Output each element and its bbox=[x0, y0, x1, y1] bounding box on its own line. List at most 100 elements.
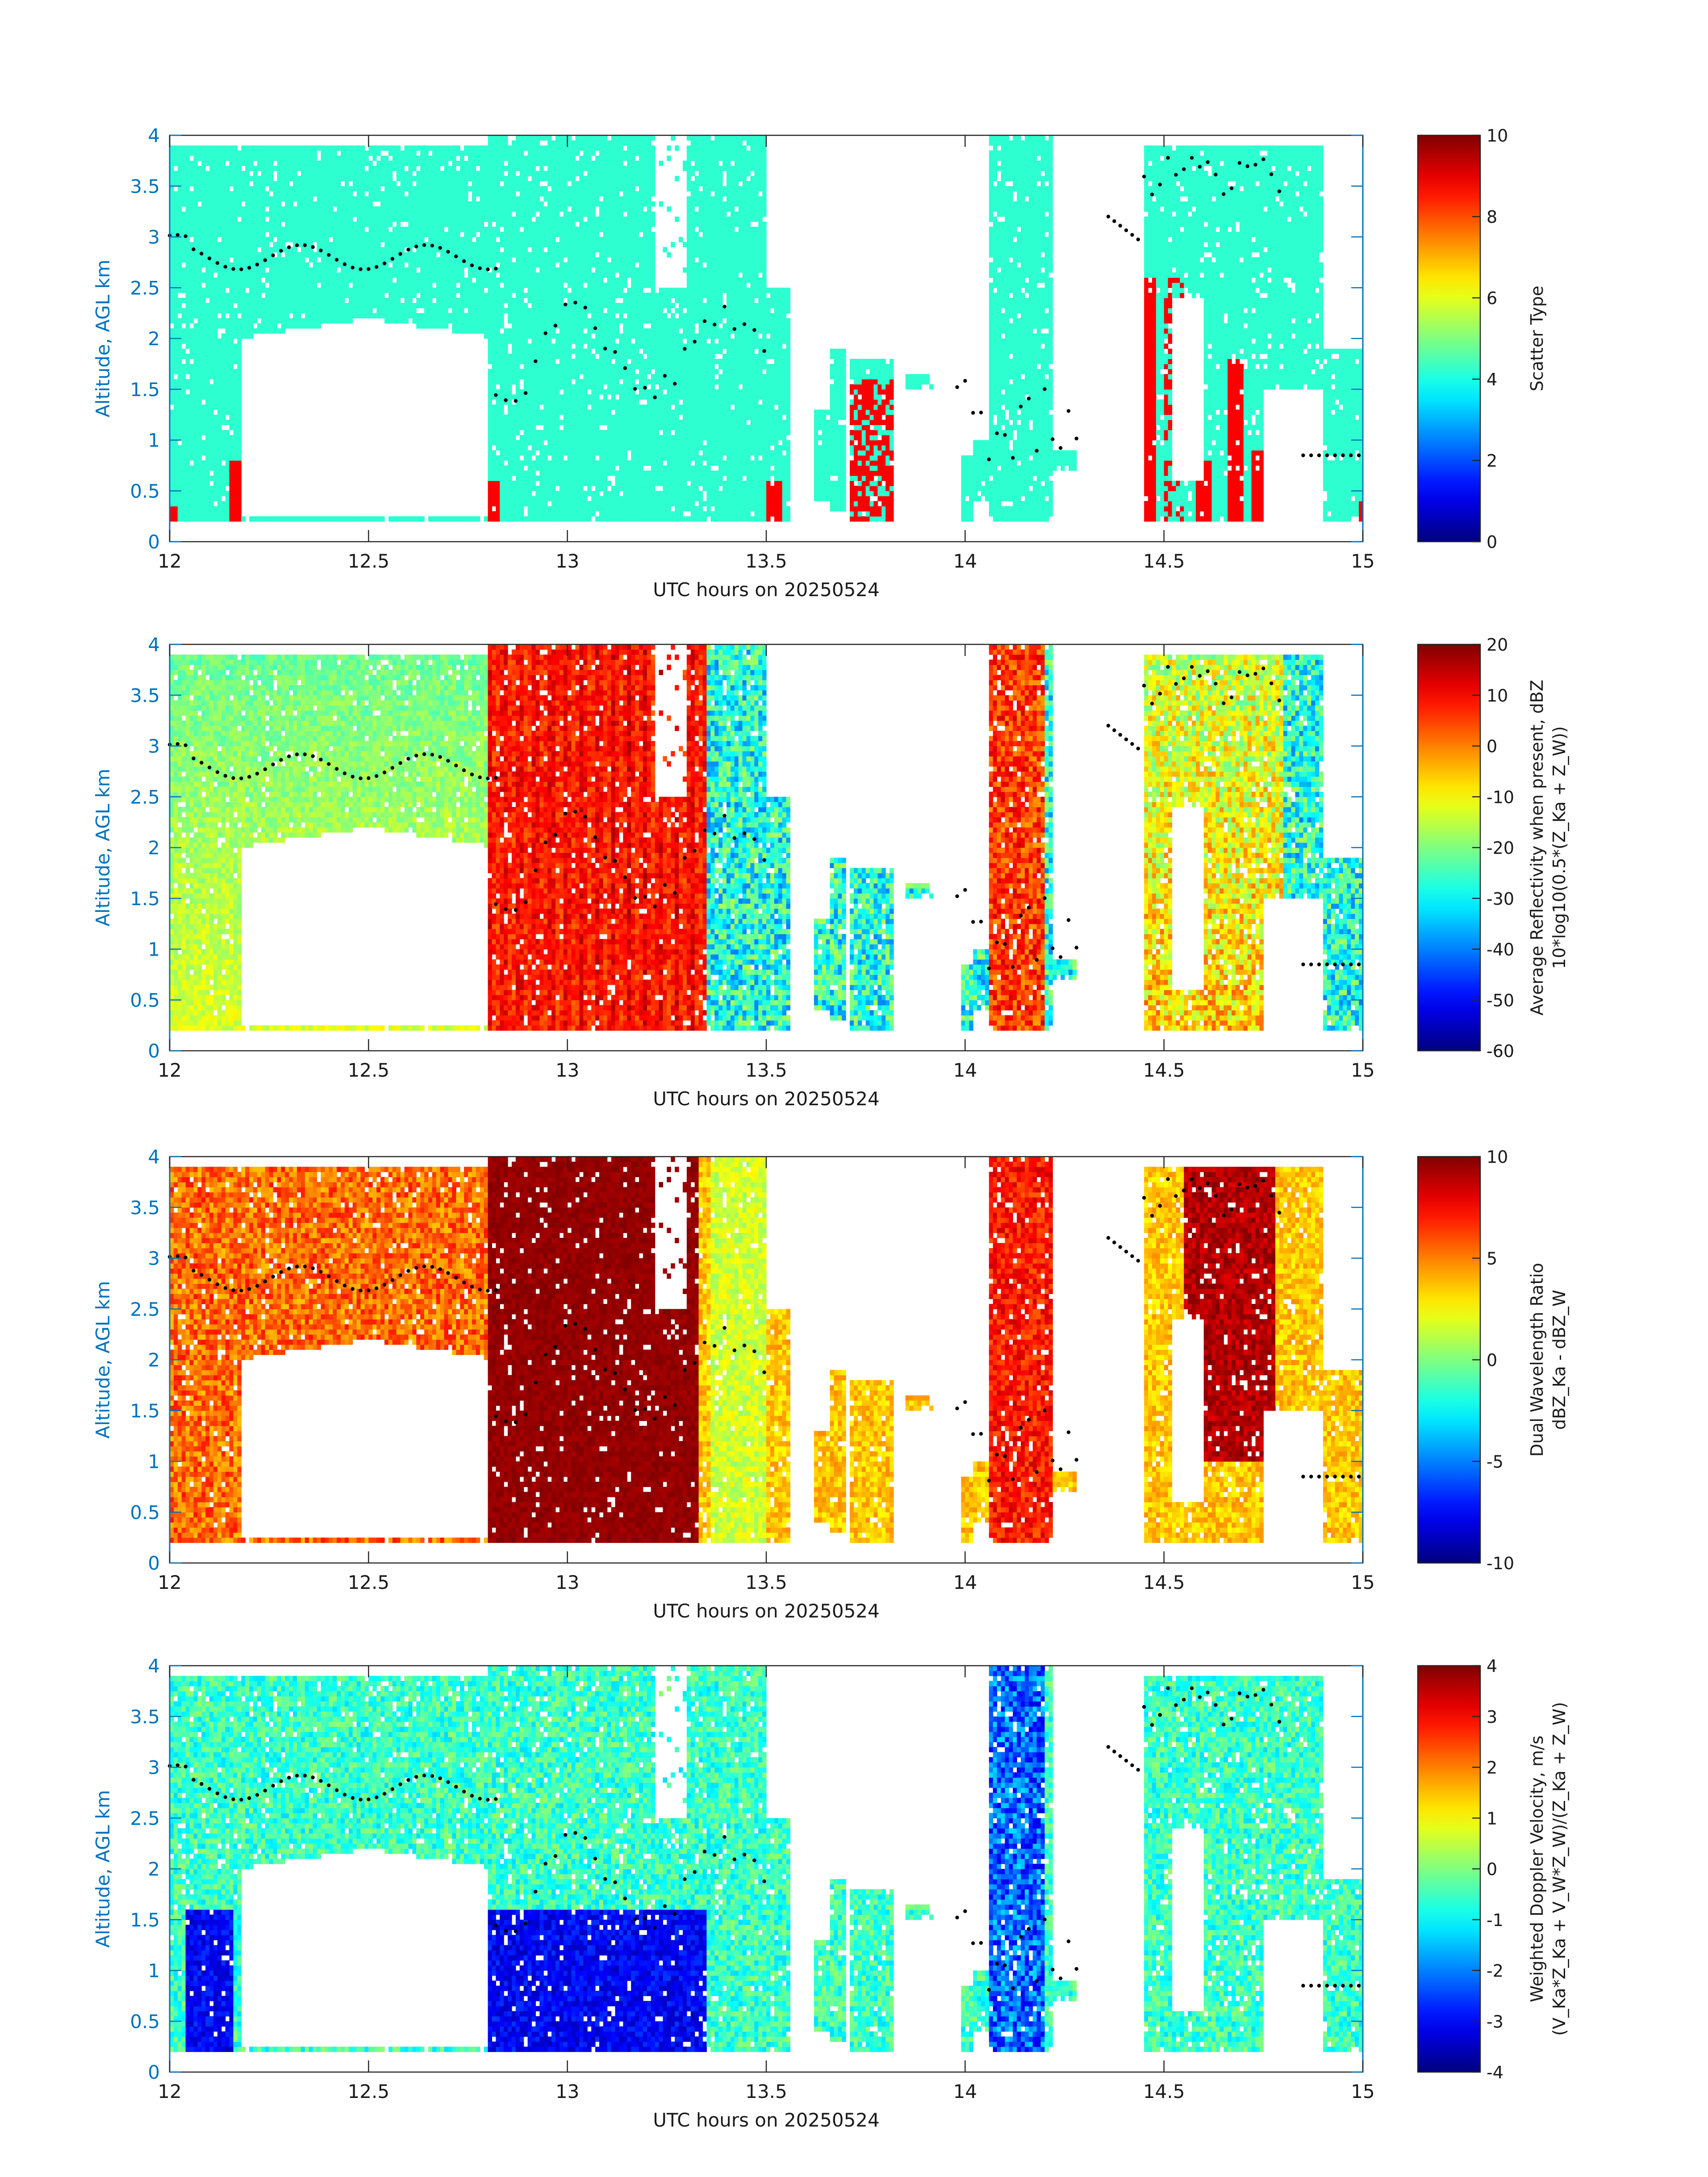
heatmap-cell bbox=[226, 379, 230, 384]
heatmap-cell bbox=[182, 181, 186, 186]
heatmap-cell bbox=[249, 313, 254, 318]
heatmap-cell bbox=[193, 166, 198, 171]
heatmap-cell bbox=[186, 298, 190, 303]
heatmap-cell bbox=[190, 389, 194, 395]
heatmap-cell bbox=[273, 186, 278, 192]
heatmap-cell bbox=[237, 465, 242, 471]
heatmap-cell bbox=[281, 196, 285, 202]
heatmap-cell bbox=[230, 364, 234, 369]
heatmap-cell bbox=[301, 318, 305, 324]
heatmap-cell bbox=[174, 242, 178, 247]
heatmap-cell bbox=[317, 171, 322, 176]
heatmap-cell bbox=[213, 232, 218, 237]
heatmap-cell bbox=[249, 288, 254, 293]
heatmap-cell bbox=[182, 308, 186, 313]
heatmap-cell bbox=[201, 166, 206, 171]
heatmap-cell bbox=[230, 308, 234, 313]
heatmap-cell bbox=[313, 303, 317, 308]
heatmap-cell bbox=[301, 176, 305, 181]
heatmap-cell bbox=[249, 232, 254, 237]
heatmap-cell bbox=[265, 516, 270, 522]
heatmap-cell bbox=[197, 313, 202, 318]
heatmap-cell bbox=[178, 221, 182, 227]
heatmap-cell bbox=[197, 217, 202, 222]
heatmap-cell bbox=[190, 394, 194, 400]
heatmap-cell bbox=[245, 206, 250, 212]
heatmap-cell bbox=[217, 486, 222, 491]
heatmap-cell bbox=[289, 288, 293, 293]
heatmap-cell bbox=[237, 303, 242, 308]
heatmap-cell bbox=[301, 206, 305, 212]
heatmap-cell bbox=[221, 374, 226, 380]
heatmap-cell bbox=[190, 415, 194, 420]
heatmap-cell bbox=[213, 506, 218, 511]
heatmap-cell bbox=[197, 415, 202, 420]
heatmap-cell bbox=[213, 252, 218, 258]
heatmap-cell bbox=[293, 516, 297, 522]
heatmap-cell bbox=[174, 146, 178, 151]
heatmap-cell bbox=[221, 237, 226, 242]
heatmap-cell bbox=[221, 196, 226, 202]
heatmap-cell bbox=[234, 486, 238, 491]
heatmap-cell bbox=[269, 516, 274, 522]
heatmap-cell bbox=[182, 318, 186, 324]
heatmap-cell bbox=[281, 293, 285, 298]
heatmap-cell bbox=[237, 430, 242, 435]
heatmap-cell bbox=[309, 252, 313, 258]
heatmap-cell bbox=[226, 491, 230, 496]
heatmap-cell bbox=[178, 303, 182, 308]
heatmap-cell bbox=[234, 400, 238, 405]
heatmap-cell bbox=[221, 252, 226, 258]
heatmap-cell bbox=[201, 221, 206, 227]
heatmap-cell bbox=[257, 272, 262, 278]
heatmap-cell bbox=[289, 212, 293, 217]
heatmap-cell bbox=[285, 206, 289, 212]
heatmap-cell bbox=[241, 318, 246, 324]
heatmap-cell bbox=[226, 303, 230, 308]
heatmap-cell bbox=[226, 272, 230, 278]
heatmap-cell bbox=[273, 318, 278, 324]
heatmap-cell bbox=[193, 511, 198, 517]
heatmap-cell bbox=[205, 506, 210, 511]
heatmap-cell bbox=[205, 394, 210, 400]
heatmap-cell bbox=[305, 288, 309, 293]
heatmap-cell bbox=[217, 267, 222, 273]
heatmap-cell bbox=[321, 283, 325, 288]
heatmap-cell bbox=[174, 196, 178, 202]
heatmap-cell bbox=[190, 400, 194, 405]
heatmap-cell bbox=[261, 150, 266, 156]
heatmap-cell bbox=[281, 272, 285, 278]
heatmap-cell bbox=[237, 191, 242, 196]
heatmap-cell bbox=[234, 217, 238, 222]
heatmap-cell bbox=[253, 206, 258, 212]
heatmap-cell bbox=[237, 486, 242, 491]
heatmap-cell bbox=[221, 171, 226, 176]
heatmap-cell bbox=[237, 262, 242, 267]
heatmap-cell bbox=[230, 501, 234, 506]
heatmap-cell bbox=[234, 176, 238, 181]
heatmap-cell bbox=[178, 328, 182, 334]
heatmap-cell bbox=[174, 455, 178, 461]
heatmap-cell bbox=[289, 146, 293, 151]
heatmap-cell bbox=[269, 161, 274, 166]
heatmap-cell bbox=[205, 171, 210, 176]
heatmap-cell bbox=[237, 394, 242, 400]
heatmap-cell bbox=[205, 267, 210, 273]
heatmap-cell bbox=[297, 181, 301, 186]
heatmap-cell bbox=[186, 283, 190, 288]
heatmap-cell bbox=[293, 247, 297, 252]
heatmap-cell bbox=[193, 146, 198, 151]
heatmap-cell bbox=[178, 247, 182, 252]
heatmap-cell bbox=[178, 460, 182, 466]
heatmap-cell bbox=[209, 491, 214, 496]
heatmap-cell bbox=[226, 242, 230, 247]
heatmap-cell bbox=[269, 166, 274, 171]
heatmap-cell bbox=[221, 206, 226, 212]
heatmap-cell bbox=[213, 288, 218, 293]
heatmap-cell bbox=[201, 237, 206, 242]
heatmap-cell bbox=[281, 166, 285, 171]
heatmap-cell bbox=[230, 511, 234, 517]
heatmap-cell bbox=[182, 176, 186, 181]
heatmap-cell bbox=[237, 288, 242, 293]
heatmap-cell bbox=[213, 343, 218, 349]
